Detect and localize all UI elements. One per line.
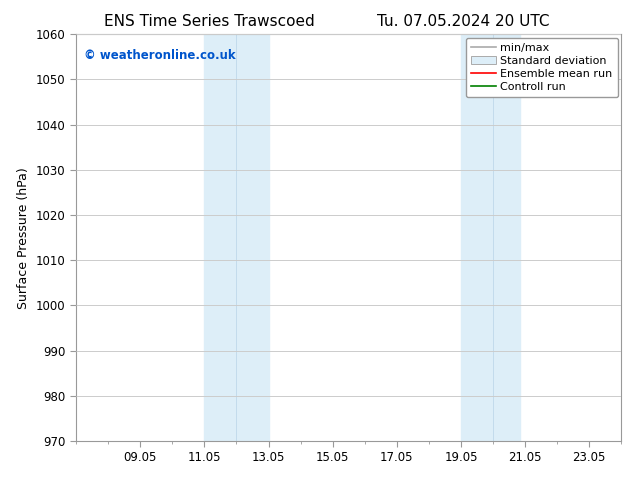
Legend: min/max, Standard deviation, Ensemble mean run, Controll run: min/max, Standard deviation, Ensemble me… [466,38,618,97]
Bar [461,34,520,441]
Y-axis label: Surface Pressure (hPa): Surface Pressure (hPa) [17,167,30,309]
Text: © weatheronline.co.uk: © weatheronline.co.uk [84,49,236,62]
Text: ENS Time Series Trawscoed: ENS Time Series Trawscoed [104,14,314,29]
Text: Tu. 07.05.2024 20 UTC: Tu. 07.05.2024 20 UTC [377,14,549,29]
Bar [204,34,269,441]
